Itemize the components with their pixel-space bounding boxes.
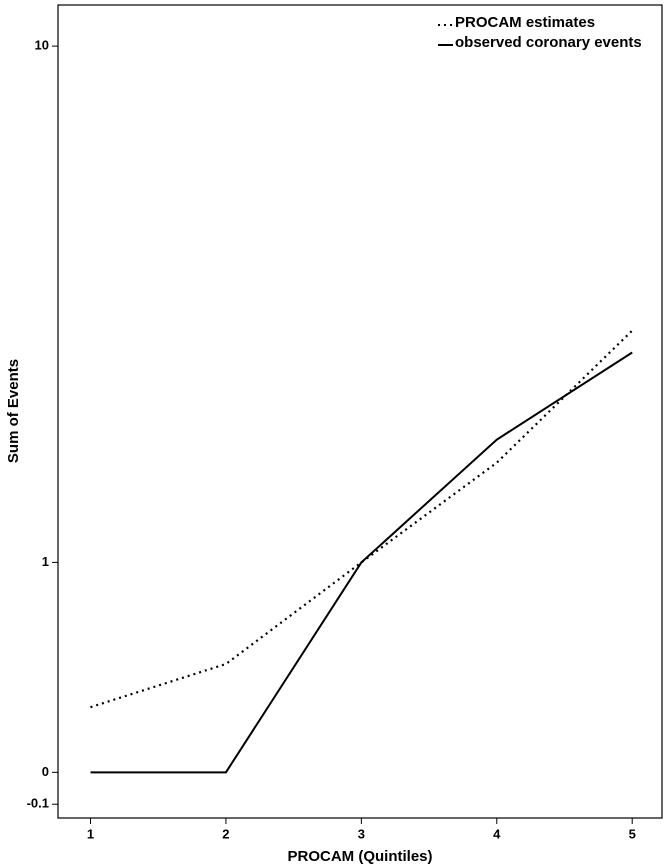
series-line xyxy=(90,351,633,774)
x-axis-label: PROCAM (Quintiles) xyxy=(288,848,433,865)
y-tick-label: 0 xyxy=(42,764,49,779)
y-tick-label: 1 xyxy=(42,554,49,569)
legend-item: PROCAM estimates xyxy=(437,14,647,32)
y-tick-label: 10 xyxy=(35,38,49,53)
legend: PROCAM estimates observed coronary events xyxy=(437,14,647,54)
x-tick-label: 1 xyxy=(87,826,94,841)
legend-item: observed coronary events xyxy=(437,34,647,52)
legend-swatch xyxy=(438,44,453,46)
plot-frame xyxy=(57,4,663,819)
y-axis-label: Sum of Events xyxy=(5,359,22,463)
y-tick-label: -0.1 xyxy=(27,796,49,811)
legend-label: PROCAM estimates xyxy=(455,14,596,31)
x-tick-label: 5 xyxy=(629,826,636,841)
legend-label: observed coronary events xyxy=(455,34,642,51)
x-tick-label: 2 xyxy=(222,826,229,841)
x-tick-label: 4 xyxy=(493,826,501,841)
x-tick-label: 3 xyxy=(358,826,365,841)
legend-swatch xyxy=(438,24,453,26)
series-line xyxy=(90,329,633,709)
